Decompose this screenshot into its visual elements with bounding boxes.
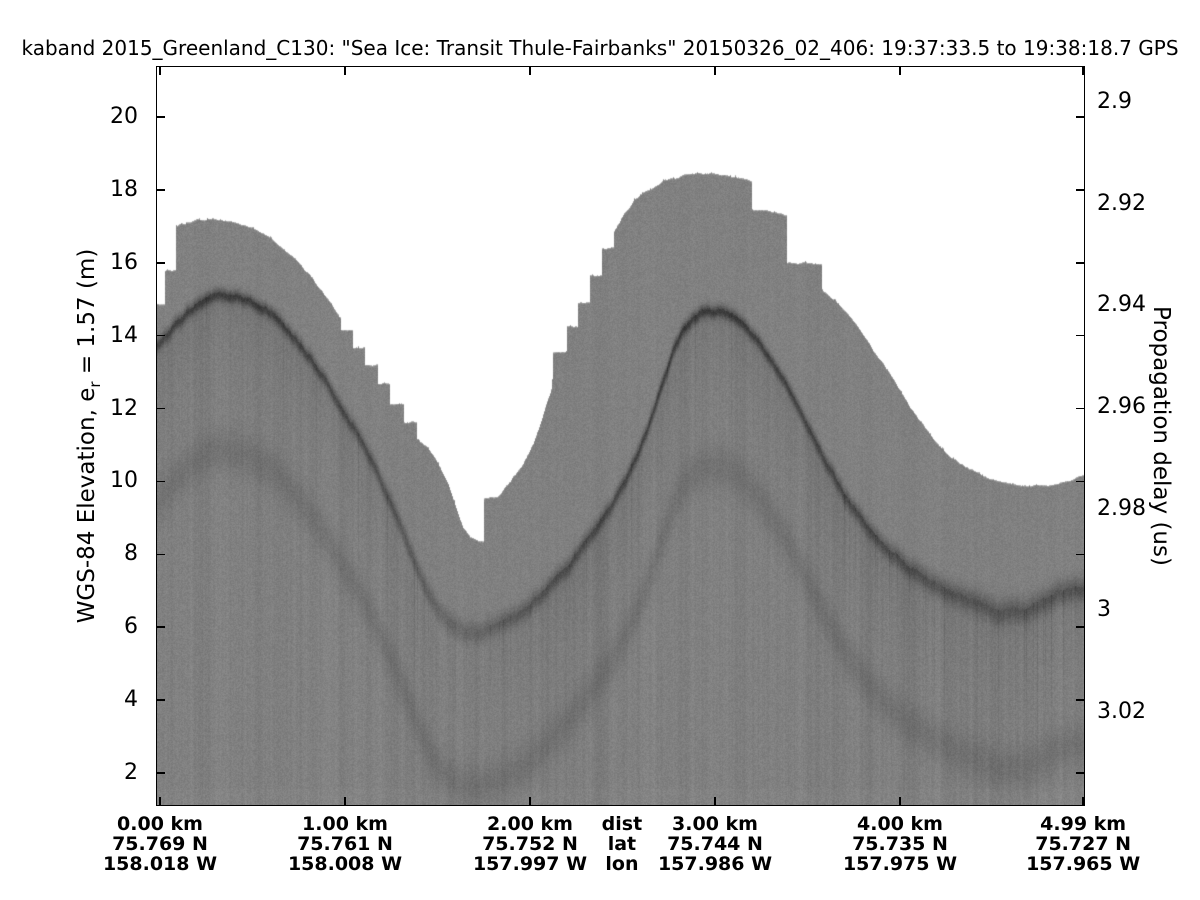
x-axis-lat-label: lat <box>607 833 637 855</box>
x-axis-dist-label: 4.00 km <box>857 813 943 835</box>
right-axis-label: Propagation delay (us) <box>1148 306 1174 566</box>
chart-title: kaband 2015_Greenland_C130: "Sea Ice: Tr… <box>21 36 1179 60</box>
tick-mark <box>1076 189 1085 191</box>
left-axis-label-subscript: r <box>85 381 104 388</box>
tick-mark <box>1076 262 1085 264</box>
x-axis-dist-label: 2.00 km <box>487 813 573 835</box>
x-axis-dist-label: 4.99 km <box>1040 813 1127 835</box>
tick-mark <box>156 334 165 337</box>
right-tick-label: 2.96 <box>1097 393 1146 419</box>
tick-mark <box>529 797 531 806</box>
tick-mark <box>1076 553 1085 556</box>
tick-mark <box>156 772 165 774</box>
tick-mark <box>1076 480 1085 483</box>
tick-mark <box>1076 407 1085 410</box>
x-axis-dist-label: 1.00 km <box>302 813 388 835</box>
tick-mark <box>156 407 165 410</box>
x-axis-lon-label: 157.997 W <box>472 853 588 875</box>
x-axis-lat-label: 75.761 N <box>297 833 393 855</box>
left-tick-label: 18 <box>110 176 138 202</box>
right-tick-label: 2.9 <box>1097 89 1132 114</box>
tick-mark <box>344 66 346 75</box>
tick-mark <box>1076 334 1085 337</box>
tick-mark <box>899 66 901 75</box>
tick-mark <box>156 262 165 264</box>
tick-mark <box>529 66 531 75</box>
x-axis-lon-label: 157.986 W <box>657 853 773 875</box>
right-tick-label: 2.92 <box>1097 190 1146 216</box>
right-tick-label: 2.94 <box>1097 292 1146 318</box>
right-tick-label: 3.02 <box>1097 698 1146 724</box>
left-tick-label: 20 <box>110 104 138 129</box>
tick-mark <box>1082 797 1084 806</box>
tick-mark <box>159 66 161 75</box>
x-axis-lat-label: 75.769 N <box>112 833 208 855</box>
plot-area <box>156 66 1085 806</box>
left-tick-label: 2 <box>124 759 138 785</box>
left-tick-label: 14 <box>110 322 138 348</box>
tick-mark <box>156 699 165 701</box>
tick-mark <box>344 797 346 806</box>
x-axis-lat-label: 75.727 N <box>1035 833 1132 855</box>
x-axis-lat-label: 75.744 N <box>667 833 763 855</box>
tick-mark <box>714 66 716 75</box>
tick-mark <box>1076 772 1085 774</box>
tick-mark <box>156 189 165 191</box>
left-tick-label: 16 <box>110 249 138 275</box>
left-axis-label-pre: WGS-84 Elevation, e <box>74 387 101 624</box>
left-tick-label: 6 <box>124 614 138 640</box>
tick-mark <box>714 797 716 806</box>
left-tick-label: 8 <box>124 541 138 567</box>
tick-mark <box>156 626 165 628</box>
right-tick-label: 2.98 <box>1097 495 1146 521</box>
left-tick-label: 4 <box>124 687 138 713</box>
x-axis-lon-label: 158.018 W <box>102 853 218 875</box>
tick-mark <box>1076 699 1085 701</box>
left-tick-label: 12 <box>110 395 138 421</box>
tick-mark <box>1082 66 1084 75</box>
x-axis-lon-label: 158.008 W <box>287 853 403 875</box>
tick-mark <box>1076 116 1085 118</box>
x-axis-lat-label: 75.735 N <box>852 833 948 855</box>
x-axis-lon-label: 157.965 W <box>1026 853 1141 875</box>
tick-mark <box>156 116 165 118</box>
tick-mark <box>159 797 161 806</box>
tick-mark <box>156 553 165 556</box>
x-axis-lon-label: 157.975 W <box>842 853 958 875</box>
tick-mark <box>156 480 165 483</box>
right-tick-label: 3 <box>1097 597 1111 623</box>
radar-echogram-image <box>156 66 1085 806</box>
x-axis-lat-label: 75.752 N <box>482 833 578 855</box>
tick-mark <box>899 797 901 806</box>
x-axis-dist-label: 3.00 km <box>672 813 758 835</box>
left-tick-label: 10 <box>110 468 138 494</box>
x-axis-lon-label: lon <box>605 853 639 875</box>
x-axis-dist-label: dist <box>601 813 643 835</box>
tick-mark <box>1076 626 1085 628</box>
x-axis-dist-label: 0.00 km <box>117 813 203 835</box>
